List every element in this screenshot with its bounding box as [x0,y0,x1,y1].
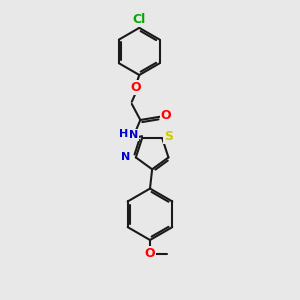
Text: O: O [161,109,171,122]
Text: S: S [164,130,173,142]
Text: N: N [121,152,130,162]
Text: O: O [131,81,141,94]
Text: O: O [145,248,155,260]
Text: H: H [119,129,129,139]
Text: Cl: Cl [133,13,146,26]
Text: N: N [129,130,139,140]
